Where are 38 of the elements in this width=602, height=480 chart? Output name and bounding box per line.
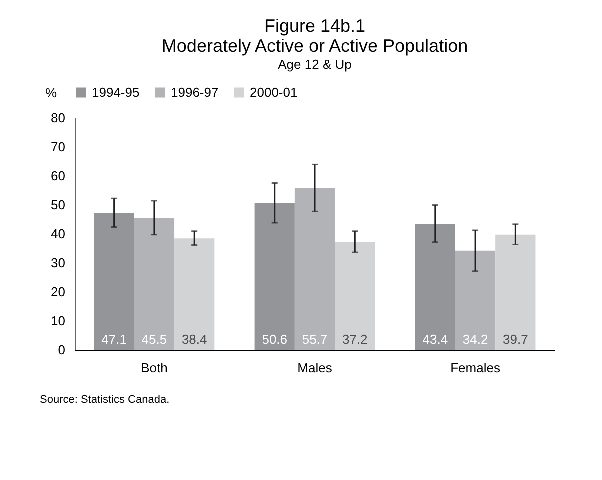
source-note: Source: Statistics Canada. [40,394,170,406]
x-tick-label: Males [298,360,333,376]
bar [415,224,456,350]
bar [94,213,134,350]
y-tick-label: 40 [51,226,66,242]
y-tick-label: 30 [51,256,66,270]
bar [455,250,496,350]
x-tick-label: Both [141,360,168,376]
bar [174,238,215,350]
y-axis-title: % [46,86,58,100]
y-tick-label: 80 [51,110,66,126]
bar [134,218,175,350]
legend-label: 1994-95 [92,84,140,100]
x-tick-label: Females [450,360,501,376]
data-label: 34.2 [462,332,488,347]
legend-label: 1996-97 [171,84,219,100]
chart-subtitle: Age 12 & Up [278,57,352,72]
legend-label: 2000-01 [250,84,298,100]
y-tick-label: 70 [51,140,66,154]
y-tick-label: 20 [51,284,66,300]
y-tick-label: 60 [51,168,66,184]
text: Moderately Active or Active Population [162,36,468,56]
data-label: 39.7 [503,332,528,347]
y-tick-label: 50 [51,198,66,212]
data-label: 50.6 [262,332,288,347]
data-label: 43.4 [422,332,448,347]
bar [496,234,536,350]
data-label: 45.5 [142,332,168,347]
data-label: 55.7 [302,332,328,347]
text: Figure 14b.1 [264,16,366,36]
data-label: 37.2 [342,332,368,347]
bar [294,188,336,350]
bar [335,242,376,350]
bar [254,203,295,350]
data-label: 38.4 [182,332,208,347]
y-tick-label: 10 [51,314,66,328]
y-tick-label: 0 [58,342,66,358]
data-label: 47.1 [102,332,127,347]
